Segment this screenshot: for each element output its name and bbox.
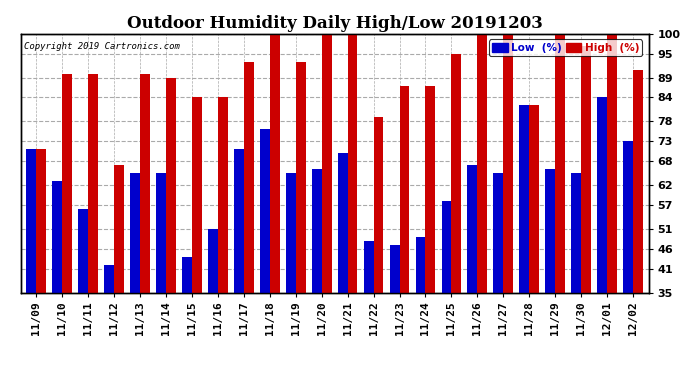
Bar bbox=[78, 209, 88, 292]
Bar bbox=[286, 173, 296, 292]
Bar bbox=[270, 34, 279, 292]
Bar bbox=[415, 237, 426, 292]
Bar bbox=[234, 149, 244, 292]
Bar bbox=[571, 173, 581, 292]
Bar bbox=[468, 165, 477, 292]
Text: Copyright 2019 Cartronics.com: Copyright 2019 Cartronics.com bbox=[24, 42, 179, 51]
Bar bbox=[156, 173, 166, 292]
Bar bbox=[581, 46, 591, 292]
Bar bbox=[348, 34, 357, 292]
Bar bbox=[477, 34, 487, 292]
Bar bbox=[598, 98, 607, 292]
Bar bbox=[442, 201, 451, 292]
Bar bbox=[545, 169, 555, 292]
Bar bbox=[493, 173, 503, 292]
Bar bbox=[607, 34, 617, 292]
Bar bbox=[26, 149, 37, 292]
Bar bbox=[130, 173, 140, 292]
Bar bbox=[503, 34, 513, 292]
Bar bbox=[104, 265, 114, 292]
Bar bbox=[37, 149, 46, 292]
Bar bbox=[400, 86, 409, 292]
Bar bbox=[140, 74, 150, 292]
Title: Outdoor Humidity Daily High/Low 20191203: Outdoor Humidity Daily High/Low 20191203 bbox=[127, 15, 542, 32]
Bar bbox=[529, 105, 539, 292]
Bar bbox=[260, 129, 270, 292]
Bar bbox=[426, 86, 435, 292]
Bar bbox=[296, 62, 306, 292]
Bar bbox=[182, 256, 192, 292]
Legend: Low  (%), High  (%): Low (%), High (%) bbox=[489, 39, 642, 56]
Bar bbox=[218, 98, 228, 292]
Bar bbox=[633, 70, 643, 292]
Bar bbox=[373, 117, 384, 292]
Bar bbox=[390, 245, 400, 292]
Bar bbox=[244, 62, 254, 292]
Bar bbox=[364, 241, 373, 292]
Bar bbox=[520, 105, 529, 292]
Bar bbox=[208, 229, 218, 292]
Bar bbox=[62, 74, 72, 292]
Bar bbox=[192, 98, 201, 292]
Bar bbox=[52, 181, 62, 292]
Bar bbox=[312, 169, 322, 292]
Bar bbox=[322, 34, 331, 292]
Bar bbox=[338, 153, 348, 292]
Bar bbox=[555, 34, 565, 292]
Bar bbox=[166, 78, 176, 292]
Bar bbox=[88, 74, 98, 292]
Bar bbox=[623, 141, 633, 292]
Bar bbox=[451, 54, 462, 292]
Bar bbox=[114, 165, 124, 292]
